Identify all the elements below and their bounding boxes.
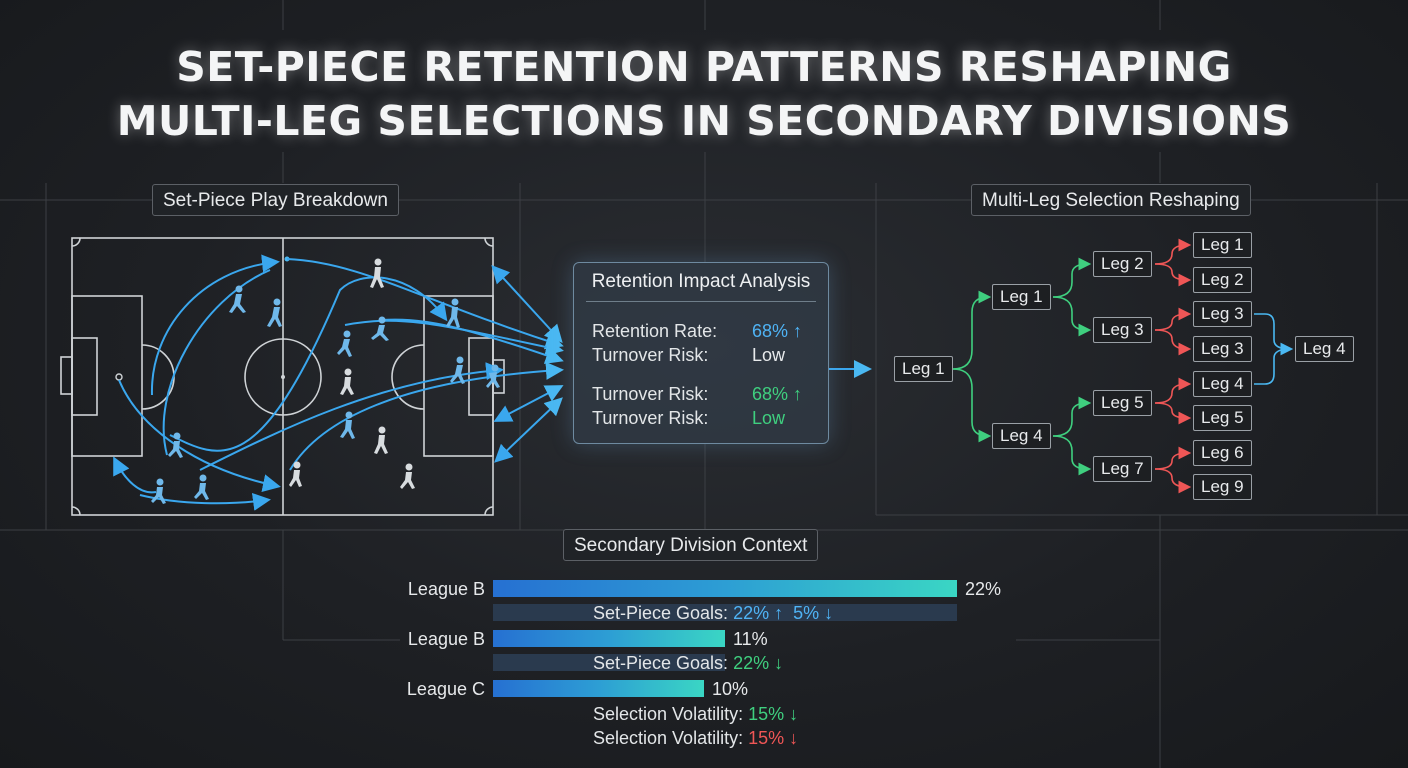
division-note: Set-Piece Goals: 22% ↑ 5% ↓ — [593, 603, 833, 624]
division-note: Selection Volatility: 15% ↓ — [593, 728, 798, 749]
multi-leg-section-label: Multi-Leg Selection Reshaping — [971, 184, 1251, 216]
player-icon — [371, 316, 389, 341]
tree-node: Leg 5 — [1093, 390, 1152, 416]
note-prefix: Set-Piece Goals: — [593, 603, 729, 623]
player-icon — [151, 478, 166, 504]
player-icon — [370, 258, 384, 288]
set-piece-section-label: Set-Piece Play Breakdown — [152, 184, 399, 216]
tree-node: Leg 3 — [1193, 301, 1252, 327]
player-icon — [340, 368, 354, 395]
panel-title: Retention Impact Analysis — [591, 271, 811, 292]
left-goal — [60, 356, 73, 395]
player-icon — [400, 463, 415, 489]
tree-node: Leg 5 — [1193, 405, 1252, 431]
note-value: 22% ↓ — [733, 653, 784, 673]
title-line-2: MULTI-LEG SELECTIONS IN SECONDARY DIVISI… — [116, 97, 1292, 145]
tree-node: Leg 2 — [1193, 267, 1252, 293]
tree-node: Leg 2 — [1093, 251, 1152, 277]
player-icon — [289, 461, 302, 487]
division-note: Set-Piece Goals: 22% ↓ — [593, 653, 783, 674]
title-line-1: SET-PIECE RETENTION PATTERNS RESHAPING — [176, 43, 1232, 91]
division-note: Selection Volatility: 15% ↓ — [593, 704, 798, 725]
tree-node: Leg 3 — [1093, 317, 1152, 343]
player-icon — [267, 298, 282, 327]
tree-node-root: Leg 1 — [894, 356, 953, 382]
bar-league-label: League B — [407, 629, 485, 649]
player-icon — [374, 426, 388, 454]
tree-node: Leg 1 — [992, 284, 1051, 310]
note-prefix: Set-Piece Goals: — [593, 653, 729, 673]
page-title: SET-PIECE RETENTION PATTERNS RESHAPING M… — [0, 40, 1408, 148]
right-penalty-arc — [391, 344, 425, 410]
note-prefix: Selection Volatility: — [593, 704, 744, 724]
tree-node: Leg 4 — [1295, 336, 1354, 362]
metric-label: Turnover Risk: — [592, 345, 709, 365]
bar-league-label: League B — [407, 579, 485, 599]
player-icon — [446, 298, 460, 328]
bar-value-label: 11% — [733, 629, 768, 649]
retention-impact-panel: Retention Impact Analysis Retention Rate… — [573, 262, 829, 444]
tree-node: Leg 3 — [1193, 336, 1252, 362]
metric-value: 68% ↑ — [752, 384, 803, 404]
division-section-label: Secondary Division Context — [563, 529, 819, 561]
tree-node: Leg 4 — [1193, 371, 1252, 397]
tree-node: Leg 9 — [1193, 474, 1252, 500]
note-value: 22% ↑ — [733, 603, 784, 623]
player-icon — [450, 356, 465, 384]
metric-label: Turnover Risk: — [592, 384, 709, 404]
bar — [493, 630, 725, 647]
player-icon — [486, 364, 500, 388]
bar-track — [493, 654, 725, 671]
bar-track — [493, 604, 957, 621]
tree-node: Leg 7 — [1093, 456, 1152, 482]
bar — [493, 680, 704, 697]
note-value: 5% ↓ — [793, 603, 834, 623]
center-spot — [281, 375, 285, 379]
bar-value-label: 22% — [965, 579, 1002, 599]
player-icon — [194, 474, 209, 500]
metric-value: Low — [752, 345, 786, 365]
bar — [493, 580, 957, 597]
players — [151, 258, 500, 504]
player-icon — [340, 411, 355, 439]
metric-value: Low — [752, 408, 786, 428]
tree-node: Leg 4 — [992, 423, 1051, 449]
note-value: 15% ↓ — [748, 704, 799, 724]
metric-value: 68% ↑ — [752, 321, 803, 341]
note-prefix: Selection Volatility: — [593, 728, 744, 748]
player-icon — [168, 432, 183, 458]
bar-league-label: League C — [406, 679, 485, 699]
panel-divider — [586, 301, 816, 302]
tree-node: Leg 1 — [1193, 232, 1252, 258]
player-icon — [229, 285, 246, 313]
metric-label: Turnover Risk: — [592, 408, 709, 428]
tree-node: Leg 6 — [1193, 440, 1252, 466]
metric-label: Retention Rate: — [592, 321, 718, 341]
player-icon — [337, 330, 352, 357]
bar-value-label: 10% — [712, 679, 749, 699]
center-circle — [244, 338, 322, 416]
note-value: 15% ↓ — [748, 728, 799, 748]
